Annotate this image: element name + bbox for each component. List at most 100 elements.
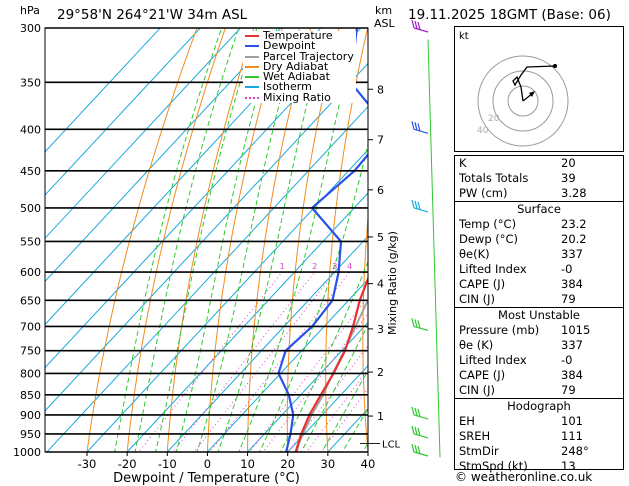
pressure-tick-label: 900: [20, 409, 41, 422]
isotherm-line: [86, 149, 368, 452]
barb-feather: [417, 320, 421, 329]
hodograph-trace: [512, 65, 556, 102]
legend-label: Dewpoint: [263, 39, 316, 53]
hodograph-section-title: Hodograph: [455, 398, 623, 414]
barb-shaft: [413, 207, 429, 213]
most-unstable-row: Lifted Index -0: [459, 353, 573, 367]
km-tick-label: 4: [377, 278, 384, 291]
barb-feather: [414, 426, 418, 436]
barb-feather: [414, 319, 418, 328]
wet-adiabat-line: [321, 369, 368, 452]
dry-adiabat-line: [86, 28, 198, 452]
chart-legend: Temperature Dewpoint Parcel Trajectory Dry …: [243, 29, 356, 104]
barb-feather: [417, 21, 421, 31]
pressure-tick-label: 1000: [13, 446, 41, 459]
mixing-ratio-label: 2: [312, 262, 317, 271]
most-unstable-section-title: Most Unstable: [455, 307, 623, 323]
mixing-ratio-label: 4: [347, 262, 352, 271]
mixing-ratio-label: 1: [280, 262, 285, 271]
mixing-ratio-label: 20: [436, 262, 446, 271]
dry-adiabat-line: [623, 4, 629, 470]
pressure-tick-label: 950: [20, 428, 41, 441]
legend-item: Temperature: [245, 29, 354, 42]
mixing-ratio-line: [262, 312, 368, 452]
isotherm-line: [287, 364, 368, 452]
barb-shaft: [413, 433, 429, 439]
barb-feather: [411, 443, 415, 453]
legend-label: Isotherm: [263, 80, 312, 94]
wet-adiabat-line: [279, 260, 368, 452]
legend-swatch-icon: [245, 86, 259, 89]
surface-row: CIN (J) 79: [459, 292, 576, 306]
km-tick-label: 3: [377, 323, 384, 336]
hodograph-row: StmDir 248°: [459, 444, 589, 458]
legend-label: Dry Adiabat: [263, 59, 329, 73]
barb-feather: [411, 199, 415, 209]
barb-feather: [417, 445, 421, 455]
hodograph-chart: kt 20 40: [459, 31, 569, 147]
pressure-tick-label: 400: [20, 123, 41, 136]
index-row: K 20: [459, 156, 576, 170]
isotherm-line: [206, 278, 368, 452]
barb-feather: [417, 201, 421, 211]
hodo-ring-3: [477, 55, 569, 147]
lcl-label: LCL: [382, 439, 401, 450]
isotherm-line: [126, 192, 368, 452]
mixing-ratio-axis-label: Mixing Ratio (g/kg): [386, 231, 399, 335]
pressure-tick-label: 500: [20, 202, 41, 215]
surface-row: θe(K) 337: [459, 247, 583, 261]
legend-item: Parcel Trajectory: [245, 51, 354, 62]
isotherm-line: [45, 62, 368, 412]
mixing-ratio-line: [209, 271, 350, 452]
legend-item: Mixing Ratio: [245, 92, 354, 103]
most-unstable-row: Pressure (mb) 1015: [459, 323, 591, 337]
legend-item: Wet Adiabat: [245, 70, 354, 84]
wind-barb-icon: [411, 199, 429, 213]
asl-label: ASL: [374, 17, 395, 30]
wet-adiabat-line: [196, 28, 301, 452]
wet-adiabat-line: [217, 28, 327, 452]
hodograph-row: StmSpd (kt) 13: [459, 459, 576, 473]
legend-item: Dewpoint: [245, 39, 354, 53]
barb-shaft: [413, 414, 429, 420]
barb-feather: [411, 121, 415, 130]
isotherm-line: [246, 321, 368, 452]
pressure-tick-label: 600: [20, 266, 41, 279]
mixing-ratio-line: [320, 387, 368, 452]
km-tick-label: 8: [377, 83, 384, 96]
mixing-ratio-label: 15: [418, 262, 428, 271]
wet-adiabat-line: [300, 323, 368, 452]
wet-adiabat-line: [259, 142, 368, 452]
index-row: PW (cm) 3.28: [459, 186, 587, 200]
surface-section-title: Surface: [455, 201, 623, 217]
x-axis-title: Dewpoint / Temperature (°C): [113, 471, 300, 486]
wind-barb-icon: [411, 121, 429, 134]
legend-swatch-icon: [245, 96, 259, 99]
x-tick-label: -20: [118, 457, 137, 471]
legend-swatch-icon: [245, 55, 259, 58]
hodo-ring-label-40: 40: [477, 126, 489, 136]
indices-panel: K 20 Totals Totals 39 PW (cm) 3.28 Surface …: [454, 155, 624, 473]
pressure-tick-label: 650: [20, 294, 41, 307]
isotherm-line: [45, 28, 282, 283]
barb-feather: [414, 407, 418, 417]
barb-feather: [411, 19, 415, 29]
isotherm-line: [45, 28, 161, 153]
legend-label: Wet Adiabat: [263, 70, 330, 84]
km-label: km: [375, 4, 393, 17]
wind-barb-icon: [411, 425, 429, 439]
index-row: Totals Totals 39: [459, 171, 576, 185]
barb-feather: [414, 122, 418, 131]
hodo-top-wind-marker: [553, 64, 557, 68]
km-tick-label: 6: [377, 184, 384, 197]
wind-barb-icon: [411, 406, 429, 420]
x-tick-label: 20: [280, 457, 295, 471]
surface-row: CAPE (J) 384: [459, 277, 583, 291]
pressure-tick-label: 700: [20, 320, 41, 333]
surface-row: Temp (°C) 23.2: [459, 217, 587, 231]
dry-adiabat-line: [166, 28, 255, 452]
legend-label: Temperature: [263, 29, 333, 42]
pressure-tick-label: 850: [20, 389, 41, 402]
copyright-link[interactable]: © weatheronline.co.uk: [455, 470, 593, 484]
most-unstable-row: CAPE (J) 384: [459, 368, 583, 382]
